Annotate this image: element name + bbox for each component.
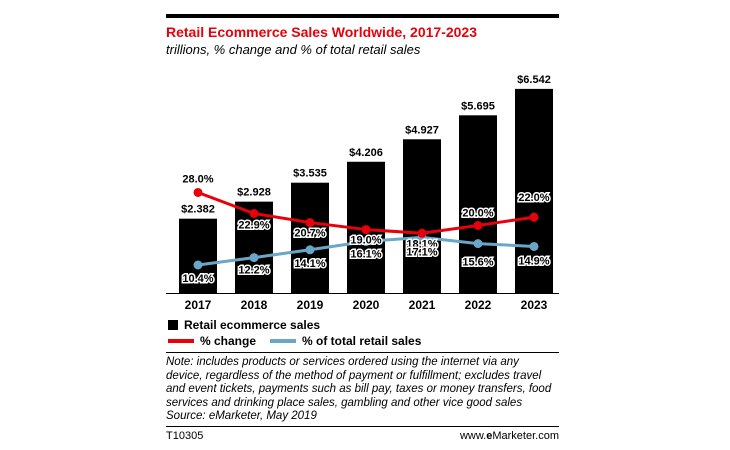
chart-note: Note: includes products or services orde…: [166, 356, 566, 424]
share-point: [361, 237, 371, 247]
bar-value-label: $6.542: [517, 74, 551, 86]
bar-value-label: $3.535: [293, 168, 327, 180]
x-tick-label: 2021: [409, 298, 436, 312]
change-point: [361, 225, 371, 235]
bar: [459, 115, 497, 293]
change-value-label: 28.0%: [182, 173, 213, 185]
legend-sales: Retail ecommerce sales: [168, 318, 320, 332]
legend-sales-swatch: [168, 320, 178, 330]
footer-rule: [166, 426, 559, 427]
change-point: [417, 228, 427, 238]
x-tick-label: 2022: [465, 298, 492, 312]
share-point: [305, 245, 315, 255]
bar-value-label: $2.382: [181, 204, 215, 216]
chart-id: T10305: [166, 430, 204, 442]
bar: [515, 88, 553, 293]
bar-value-label: $4.206: [349, 147, 383, 159]
change-point: [473, 220, 483, 230]
x-tick-label: 2018: [241, 298, 268, 312]
bar-value-label: $5.695: [461, 100, 495, 112]
x-tick-label: 2017: [185, 298, 212, 312]
legend-share-label: % of total retail sales: [302, 334, 422, 348]
change-value-label: 18.1%: [406, 238, 437, 250]
change-point: [193, 187, 203, 197]
legend-change-label: % change: [200, 334, 257, 348]
chart-title: Retail Ecommerce Sales Worldwide, 2017-2…: [166, 24, 478, 40]
note-line: device, regardless of the method of paym…: [166, 369, 542, 382]
note-source: Source: eMarketer, May 2019: [166, 410, 317, 422]
share-point: [249, 253, 259, 263]
change-value-label: 19.0%: [350, 235, 381, 247]
x-tick-label: 2019: [297, 298, 324, 312]
bar-value-label: $2.928: [237, 187, 271, 199]
note-rule: [166, 352, 559, 353]
legend-sales-label: Retail ecommerce sales: [184, 318, 321, 332]
brand-url: www.eMarketer.com: [460, 430, 559, 442]
bar-value-label: $4.927: [405, 124, 439, 136]
share-value-label: 16.1%: [350, 249, 381, 261]
share-value-label: 14.9%: [518, 255, 549, 267]
bar: [403, 139, 441, 293]
change-value-label: 22.9%: [238, 220, 269, 232]
bar: [179, 218, 217, 293]
share-value-label: 14.1%: [294, 258, 325, 270]
change-point: [305, 218, 315, 228]
legend-change-swatch: [168, 339, 194, 343]
brand-bold: e: [486, 430, 493, 442]
share-point: [473, 239, 483, 249]
top-rule: [166, 14, 559, 18]
chart-subtitle: trillions, % change and % of total retai…: [166, 42, 421, 57]
share-value-label: 15.6%: [462, 257, 493, 269]
share-point: [529, 241, 539, 251]
legend-lines: % change % of total retail sales: [168, 334, 421, 348]
share-value-label: 17.1%: [406, 246, 437, 258]
share-point: [193, 260, 203, 270]
x-tick-label: 2023: [521, 298, 548, 312]
note-line: and event tickets, payments such as bill…: [166, 383, 552, 395]
change-point: [249, 209, 259, 218]
x-tick-label: 2020: [353, 298, 380, 312]
change-value-label: 20.0%: [462, 207, 493, 219]
legend-share-swatch: [270, 339, 297, 343]
bar: [291, 182, 329, 293]
share-value-label: 10.4%: [182, 273, 213, 285]
change-value-label: 20.7%: [294, 228, 325, 240]
note-line: services and drinking place sales, gambl…: [166, 396, 523, 409]
brand-prefix: www.: [459, 430, 487, 442]
change-point: [529, 212, 539, 222]
change-value-label: 22.0%: [518, 192, 549, 204]
brand-suffix: Marketer.com: [492, 430, 559, 442]
share-value-label: 12.2%: [238, 265, 269, 277]
note-line: Note: includes products or services orde…: [166, 356, 519, 368]
